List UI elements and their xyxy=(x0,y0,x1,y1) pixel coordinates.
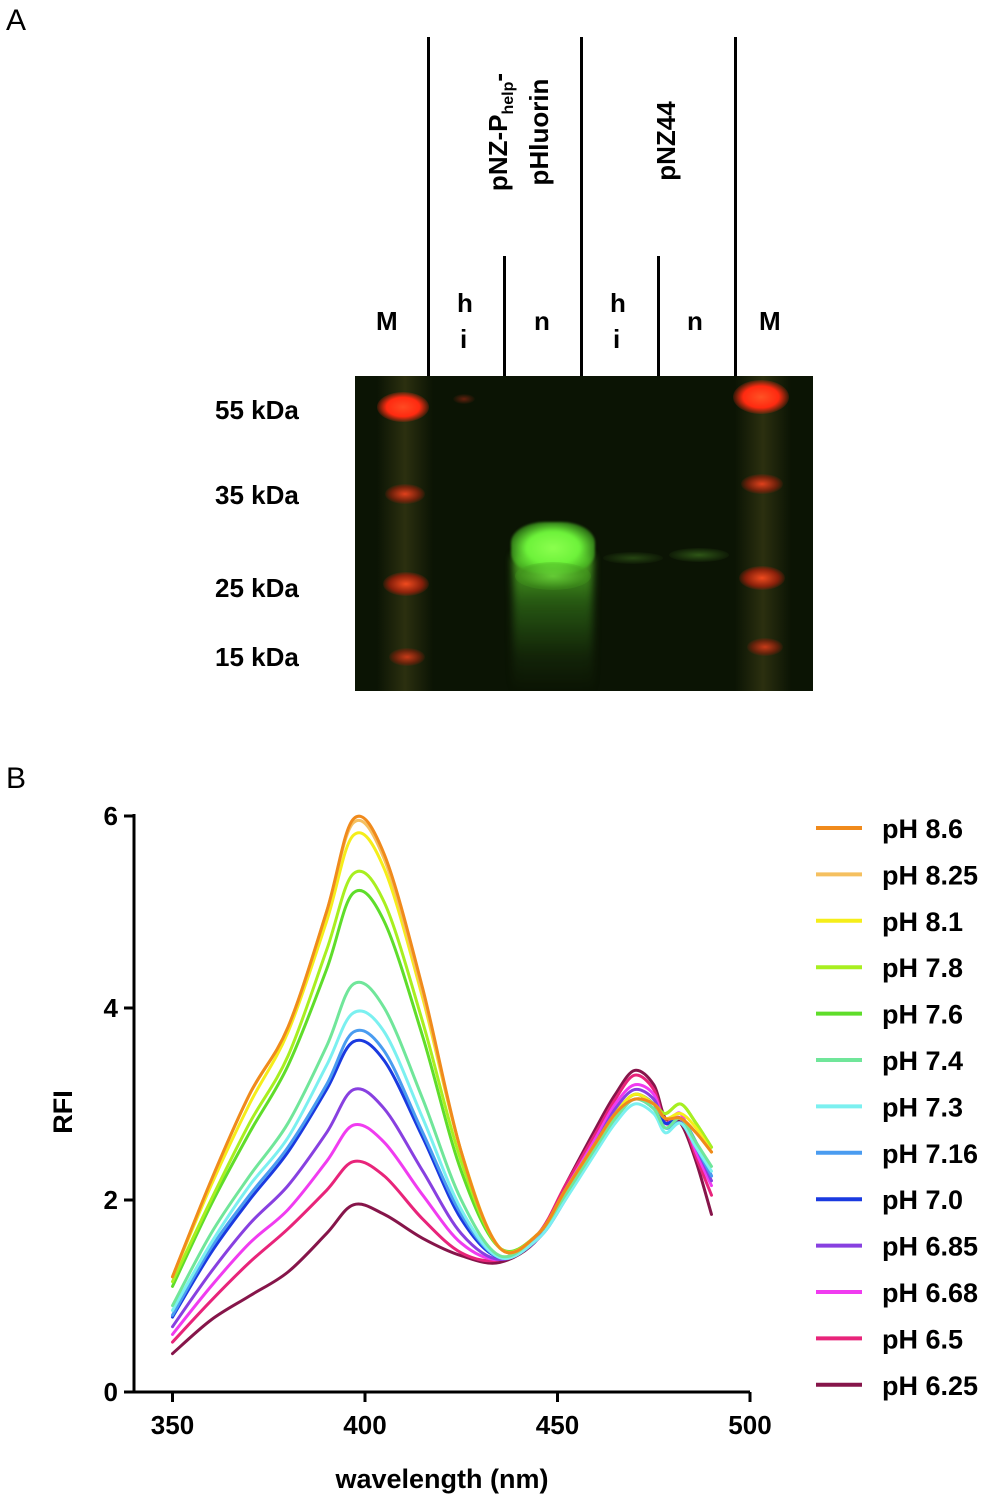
lane-label-hi-2-top: h xyxy=(610,288,626,318)
marker-band-15-left xyxy=(389,648,425,666)
faint-spot xyxy=(453,394,475,404)
legend-label: pH 7.3 xyxy=(882,1092,963,1122)
western-blot-image xyxy=(355,376,813,691)
y-tick-label: 0 xyxy=(104,1377,118,1407)
x-tick-label: 450 xyxy=(536,1410,579,1440)
panel-b-label: B xyxy=(6,762,27,795)
legend-label: pH 6.85 xyxy=(882,1232,978,1262)
faint-green-band-2 xyxy=(669,548,729,562)
marker-band-35-right xyxy=(741,474,783,494)
faint-green-band-1 xyxy=(603,552,663,564)
marker-band-55-left xyxy=(377,392,429,422)
legend-label: pH 6.25 xyxy=(882,1371,978,1401)
lane-label-marker-left: M xyxy=(376,306,398,336)
mw-label-35: 35 kDa xyxy=(215,480,299,510)
lane-label-hi-1-bottom: i xyxy=(460,324,468,354)
phluorin-band-lower xyxy=(515,562,591,590)
y-tick-label: 4 xyxy=(104,993,119,1023)
legend-label: pH 7.8 xyxy=(882,953,963,983)
marker-band-25-left xyxy=(383,572,429,596)
mw-label-55: 55 kDa xyxy=(215,395,299,425)
y-tick-label: 2 xyxy=(104,1185,118,1215)
marker-lane-smear-left xyxy=(377,376,433,691)
marker-band-55-right xyxy=(733,380,789,414)
series-line-pH-8_1 xyxy=(171,831,713,1279)
legend-label: pH 7.6 xyxy=(882,1000,963,1030)
panel-a-label: A xyxy=(6,4,27,37)
mw-label-15: 15 kDa xyxy=(215,642,299,672)
lane-label-n-2: n xyxy=(687,306,703,336)
legend-label: pH 8.6 xyxy=(882,814,963,844)
marker-band-35-left xyxy=(385,484,425,504)
lane-divider-1 xyxy=(427,37,430,377)
y-tick-label: 6 xyxy=(104,801,118,831)
series-line-pH-6_68 xyxy=(171,1082,713,1336)
mw-label-25: 25 kDa xyxy=(215,573,299,603)
legend-label: pH 8.25 xyxy=(882,860,978,890)
legend-label: pH 7.16 xyxy=(882,1139,978,1169)
series-line-pH-8_6 xyxy=(171,814,713,1279)
legend-label: pH 7.4 xyxy=(882,1046,963,1076)
legend-label: pH 8.1 xyxy=(882,907,963,937)
legend-label: pH 7.0 xyxy=(882,1185,963,1215)
lane-divider-2 xyxy=(503,256,506,377)
x-tick-label: 350 xyxy=(151,1410,194,1440)
series-line-pH-7_4 xyxy=(171,980,713,1308)
lane-divider-5 xyxy=(734,37,737,377)
series-line-pH-8_25 xyxy=(171,819,713,1279)
y-axis-label: RFI xyxy=(48,1090,78,1134)
marker-band-15-right xyxy=(747,638,783,656)
series-line-pH-7_3 xyxy=(171,1009,713,1312)
x-tick-label: 400 xyxy=(343,1410,386,1440)
lane-divider-3 xyxy=(580,37,583,377)
lane-label-hi-2-bottom: i xyxy=(613,324,621,354)
x-axis-label: wavelength (nm) xyxy=(334,1464,548,1494)
legend-label: pH 6.5 xyxy=(882,1324,963,1354)
lane-label-marker-right: M xyxy=(759,306,781,336)
legend-label: pH 6.68 xyxy=(882,1278,978,1308)
lane-label-n-1: n xyxy=(534,306,550,336)
x-tick-label: 500 xyxy=(728,1410,771,1440)
lane-label-hi-1-top: h xyxy=(457,288,473,318)
marker-band-25-right xyxy=(739,566,785,590)
lane-divider-4 xyxy=(657,256,660,377)
series-line-pH-6_25 xyxy=(171,1068,713,1356)
